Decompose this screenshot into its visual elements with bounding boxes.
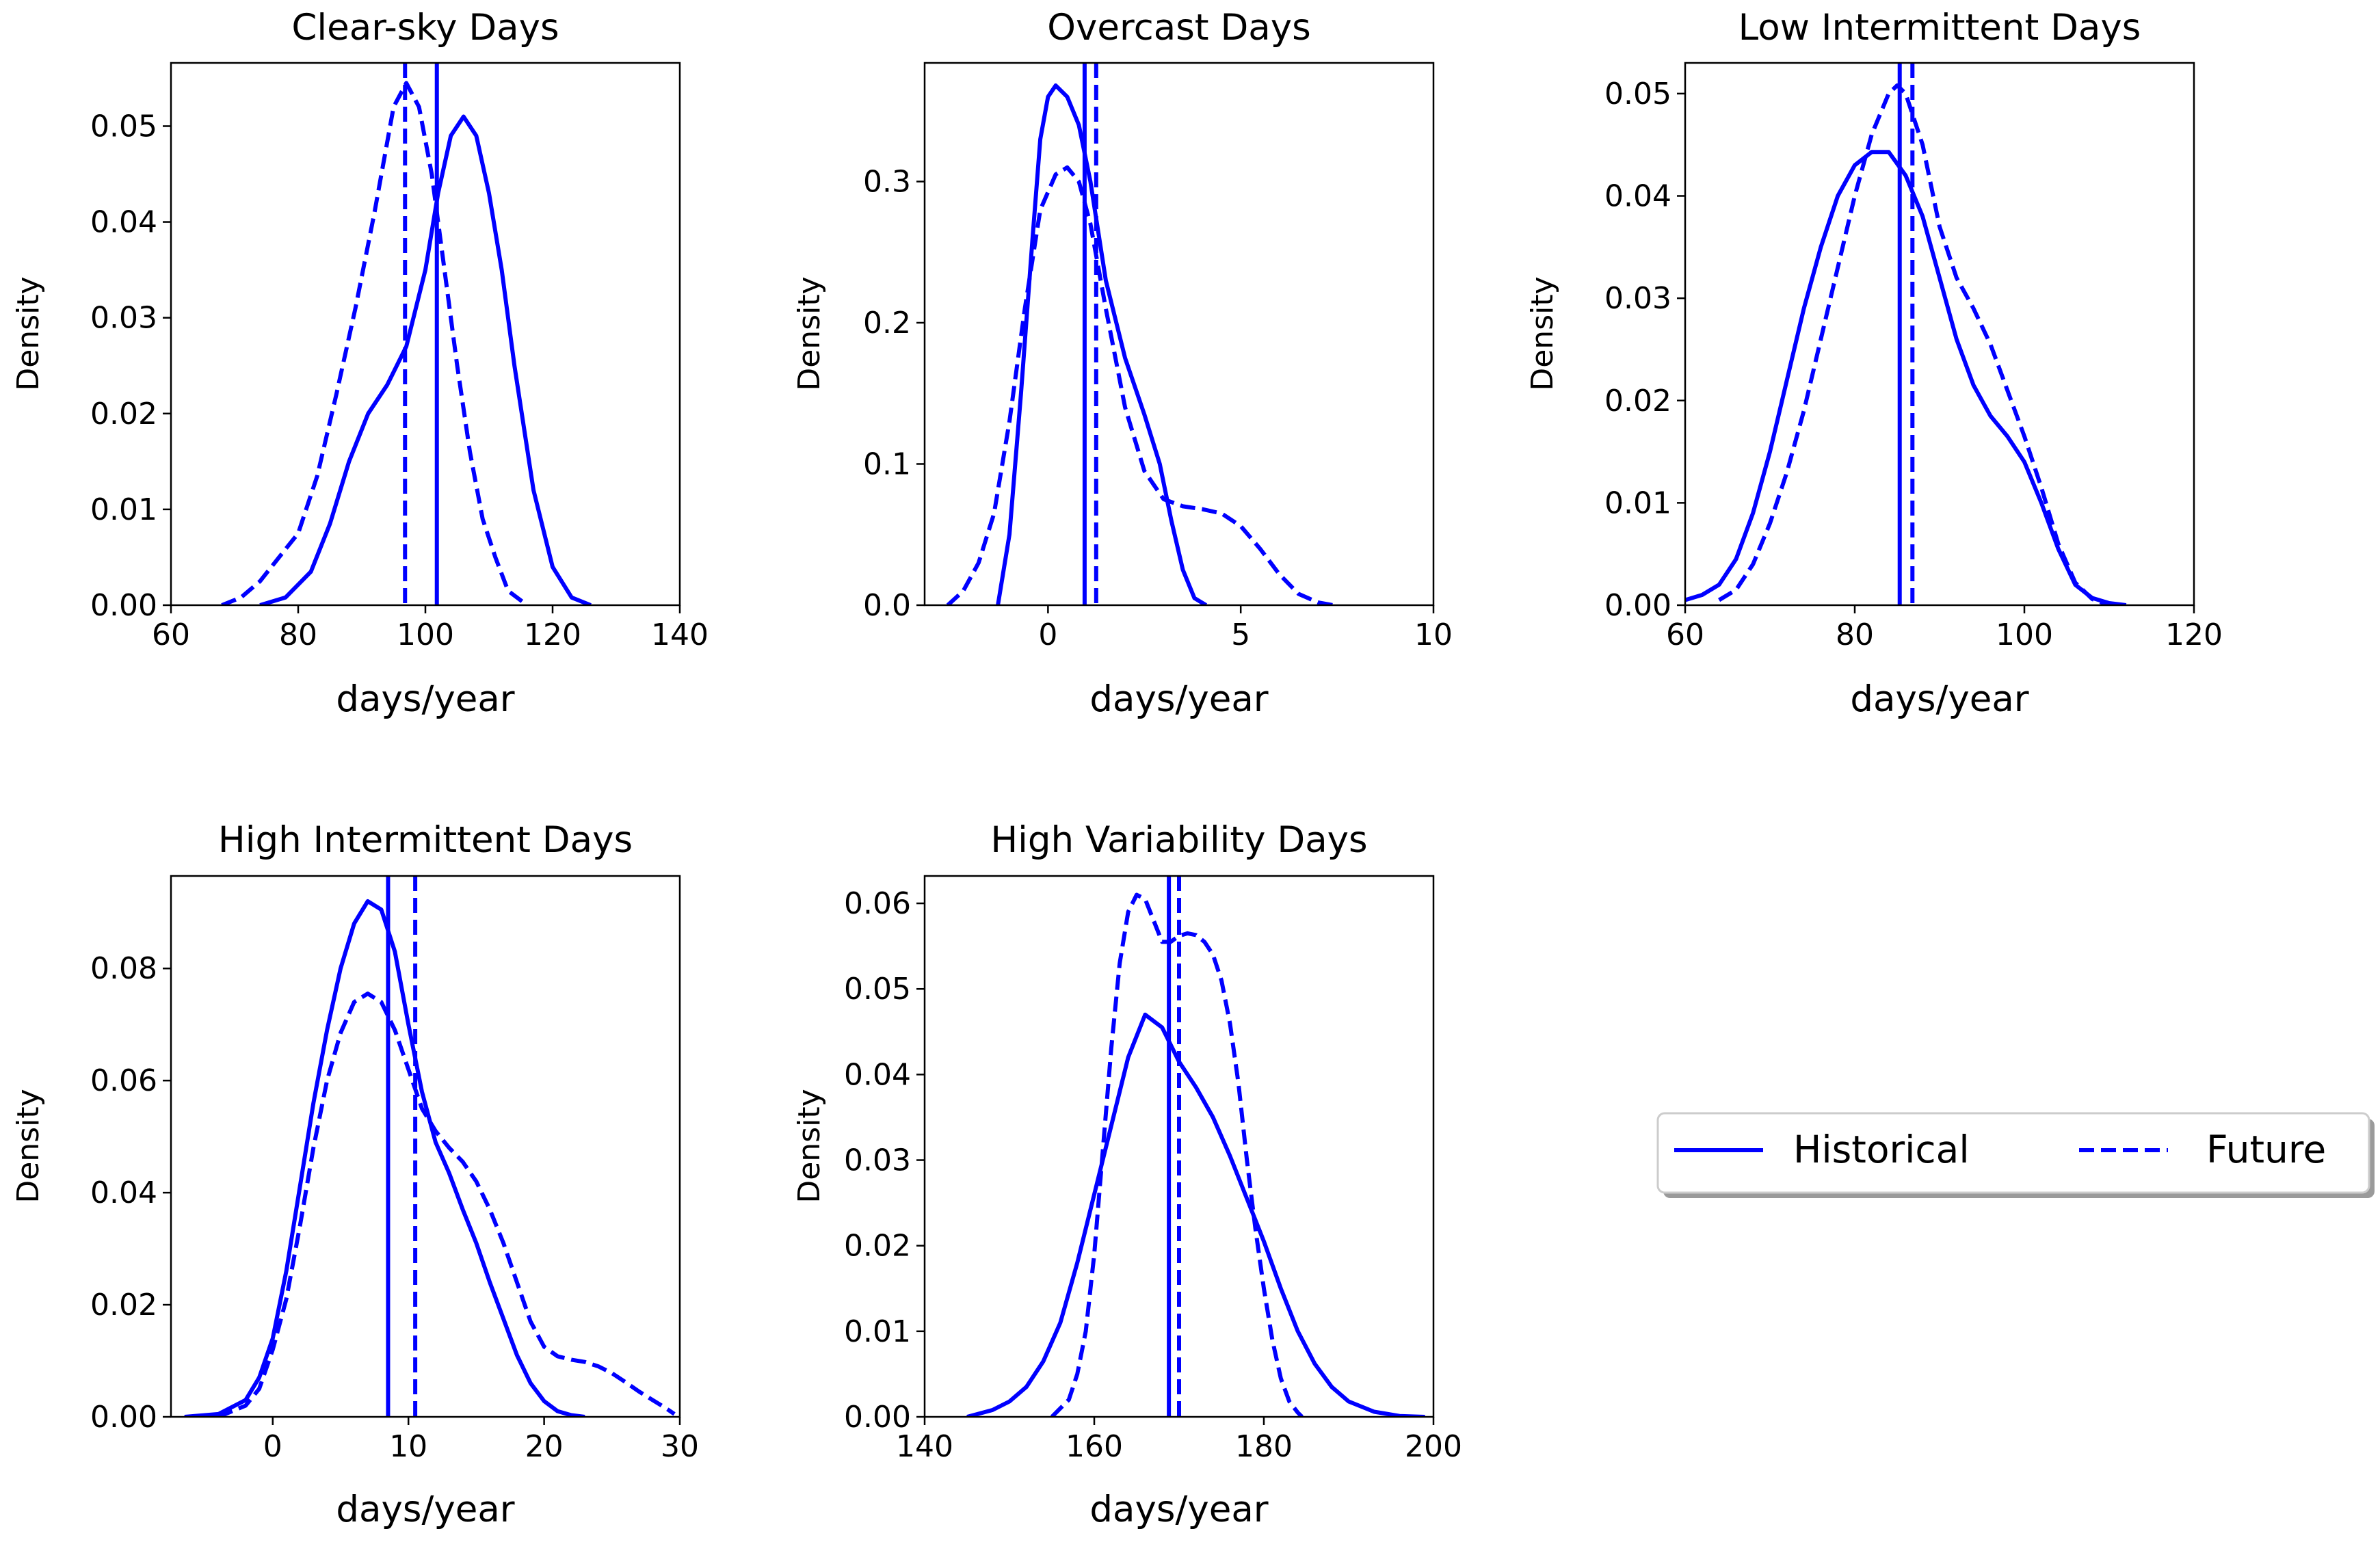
plot-area: [1685, 63, 2127, 605]
y-tick-label: 0.0: [863, 588, 911, 623]
plot-area: [221, 63, 592, 605]
x-tick-label: 60: [152, 617, 190, 652]
axis-ticks: 60 80 100 120 0.00 0.01 0.02 0.03 0.04 0.05: [1604, 77, 2223, 652]
x-tick-label: 30: [661, 1429, 699, 1464]
y-tick-label: 0.01: [1604, 486, 1671, 520]
y-tick-label: 0.1: [863, 447, 911, 481]
historical-density-line: [259, 114, 592, 605]
x-axis-title: days/year: [336, 678, 514, 720]
x-tick-label: 120: [524, 617, 581, 652]
x-tick-label: 60: [1666, 617, 1704, 652]
x-tick-label: 140: [651, 617, 709, 652]
x-tick-label: 10: [389, 1429, 427, 1464]
x-axis-title: days/year: [336, 1489, 514, 1530]
y-tick-label: 0.02: [90, 397, 157, 431]
historical-density-line: [996, 83, 1208, 605]
y-axis-title: Density: [11, 1089, 46, 1203]
y-tick-label: 0.01: [90, 492, 157, 527]
panel-high-variability: High Variability Days 140 160 180 200 0.00 0.…: [792, 819, 1462, 1530]
y-tick-label: 0.00: [1604, 588, 1671, 623]
y-tick-label: 0.00: [90, 588, 157, 623]
y-tick-label: 0.01: [844, 1314, 911, 1349]
y-axis-title: Density: [792, 276, 827, 390]
chart-title: Clear-sky Days: [291, 7, 559, 49]
chart-title: Low Intermittent Days: [1738, 7, 2141, 49]
legend-future-label: Future: [2206, 1128, 2326, 1171]
chart-title: Overcast Days: [1047, 7, 1310, 49]
legend-box: [1656, 1112, 2370, 1194]
y-tick-label: 0.05: [90, 109, 157, 144]
y-tick-label: 0.03: [1604, 281, 1671, 316]
y-tick-label: 0.02: [90, 1288, 157, 1322]
x-tick-label: 80: [279, 617, 317, 652]
x-tick-label: 180: [1235, 1429, 1293, 1464]
future-density-line: [217, 992, 676, 1417]
future-density-line: [946, 165, 1334, 605]
axes-frame: [1684, 62, 2195, 607]
y-tick-label: 0.3: [863, 164, 911, 199]
historical-density-line: [184, 899, 585, 1417]
x-tick-label: 120: [2165, 617, 2223, 652]
axes-frame: [923, 62, 1435, 607]
chart-title: High Variability Days: [990, 819, 1367, 861]
x-tick-label: 200: [1405, 1429, 1462, 1464]
panel-clear-sky: Clear-sky Days 60 80 100 120 140 0.00 0.01 0.02…: [11, 7, 709, 720]
x-axis-title: days/year: [1850, 678, 2028, 720]
chart-title: High Intermittent Days: [218, 819, 633, 861]
x-tick-label: 140: [896, 1429, 953, 1464]
panel-low-intermittent: Low Intermittent Days 60 80 100 120 0.00 0.01…: [1525, 7, 2223, 720]
historical-density-line: [1685, 150, 2127, 605]
legend-historical-label: Historical: [1793, 1128, 1970, 1171]
future-density-line: [1050, 892, 1304, 1417]
axis-ticks: 60 80 100 120 140 0.00 0.01 0.02 0.03 0.04 0.05: [90, 109, 709, 652]
x-axis-title: days/year: [1089, 678, 1268, 720]
axis-ticks: 140 160 180 200 0.00 0.01 0.02 0.03 0.04 0.05 0.06: [844, 886, 1462, 1464]
y-tick-label: 0.04: [1604, 179, 1671, 214]
y-tick-label: 0.03: [90, 301, 157, 336]
y-tick-label: 0.06: [844, 886, 911, 921]
x-axis-title: days/year: [1089, 1489, 1268, 1530]
x-tick-label: 160: [1066, 1429, 1123, 1464]
x-tick-label: 80: [1836, 617, 1874, 652]
y-tick-label: 0.08: [90, 951, 157, 986]
legend: Historical Future: [1656, 1112, 2375, 1198]
y-tick-label: 0.06: [90, 1063, 157, 1098]
y-tick-label: 0.00: [90, 1400, 157, 1435]
axes-frame: [923, 875, 1435, 1418]
y-tick-label: 0.03: [844, 1143, 911, 1178]
axis-ticks: 0 5 10 0.0 0.1 0.2 0.3: [863, 164, 1453, 652]
x-tick-label: 20: [525, 1429, 564, 1464]
y-tick-label: 0.2: [863, 306, 911, 341]
y-axis-title: Density: [792, 1089, 827, 1203]
x-tick-label: 5: [1231, 617, 1250, 652]
plot-area: [946, 63, 1334, 605]
y-tick-label: 0.04: [844, 1057, 911, 1092]
plot-area: [966, 876, 1425, 1417]
x-tick-label: 0: [263, 1429, 282, 1464]
y-axis-title: Density: [11, 276, 46, 390]
y-axis-title: Density: [1525, 276, 1560, 390]
y-tick-label: 0.04: [90, 205, 157, 240]
y-tick-label: 0.05: [844, 972, 911, 1007]
y-tick-label: 0.00: [844, 1400, 911, 1435]
x-tick-label: 10: [1414, 617, 1453, 652]
panel-high-intermittent: High Intermittent Days 0 10 20 30 0.00 0.02 0.…: [11, 819, 699, 1530]
y-tick-label: 0.04: [90, 1175, 157, 1210]
axes-frame: [170, 875, 681, 1418]
axes-frame: [170, 62, 681, 607]
y-tick-label: 0.05: [1604, 77, 1671, 111]
y-tick-label: 0.02: [844, 1229, 911, 1264]
future-density-line: [221, 81, 529, 605]
x-tick-label: 100: [397, 617, 454, 652]
historical-density-line: [966, 1012, 1425, 1417]
y-tick-label: 0.02: [1604, 384, 1671, 418]
x-tick-label: 100: [1996, 617, 2053, 652]
axis-ticks: 0 10 20 30 0.00 0.02 0.04 0.06 0.08: [90, 951, 699, 1464]
x-tick-label: 0: [1038, 617, 1057, 652]
panel-overcast: Overcast Days 0 5 10 0.0 0.1 0.2 0.3 days/year…: [792, 7, 1453, 720]
plot-area: [184, 876, 676, 1417]
